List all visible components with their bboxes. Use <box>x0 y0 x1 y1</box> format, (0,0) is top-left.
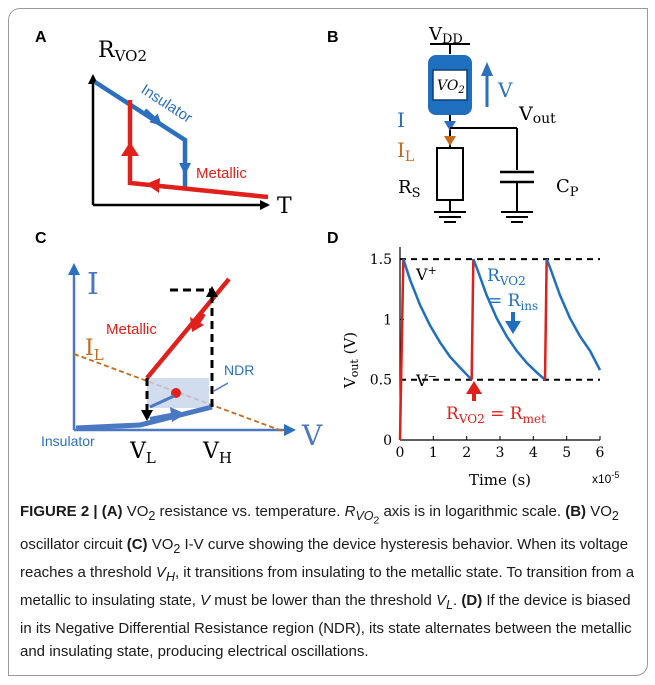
svg-text:RS: RS <box>398 177 420 201</box>
vout-jump-segment <box>543 259 548 380</box>
panel-c-letter: C <box>35 230 47 247</box>
caption-d-tag: (D) <box>461 591 483 609</box>
panel-c-metallic-label: Metallic <box>106 321 157 338</box>
current-i-arrow <box>444 121 456 131</box>
panel-b-letter: B <box>327 29 339 46</box>
panel-c-y-label: I <box>87 267 99 302</box>
caption-figure-label: FIGURE 2 | <box>20 503 102 520</box>
insulator-branch-arrow <box>170 407 186 422</box>
rs-label: R <box>398 177 412 198</box>
panel-a-insulator-arrow <box>143 108 163 127</box>
panel-a-metallic-label: Metallic <box>196 165 247 182</box>
panel-a-x-label: T <box>277 194 292 219</box>
vminus-label: V <box>415 371 428 390</box>
resistor-rs <box>436 147 464 201</box>
rins-eq-label: = R <box>488 291 522 311</box>
svg-text:VL: VL <box>129 439 156 467</box>
svg-text:IL: IL <box>397 138 414 165</box>
metallic-branch <box>145 277 231 380</box>
vout-x-tick-label: 5 <box>562 445 571 461</box>
panel-b: B VDD VO2 V I IL Vout RS CP <box>327 24 579 223</box>
vh-label: V <box>202 439 220 464</box>
vout-x-tick-label: 0 <box>396 445 405 461</box>
vout-x-tick-label: 1 <box>429 445 438 461</box>
svg-text:RVO2: RVO2 <box>98 38 147 65</box>
vout-decay-segment <box>402 258 473 381</box>
panel-a-metallic-curve <box>127 100 269 200</box>
vout-y-tick-label: 1.5 <box>370 252 392 268</box>
vout-y-tick-label: 1 <box>383 312 392 328</box>
metallic-branch-arrow <box>190 317 204 332</box>
svg-text:IL: IL <box>85 336 104 364</box>
rins-arrow <box>505 321 521 334</box>
current-il-arrow <box>444 136 456 146</box>
rmet-label: R <box>446 404 460 424</box>
panel-c: C I V IL NDR Metallic Insulator VL VH <box>35 230 323 467</box>
caption-a-tag: (A) <box>101 503 123 520</box>
vout-y-axis-label: V <box>341 376 359 389</box>
figure-caption: FIGURE 2 | (A) VO2 resistance vs. temper… <box>20 503 635 660</box>
vout-chart: 0 0.5 1 1.5 0 1 2 3 4 5 6 <box>370 247 605 461</box>
figure-frame <box>8 8 648 676</box>
panel-d: D 0 0.5 1 1.5 0 1 2 3 4 5 6 Vout (V) Time (s) x10-… <box>327 230 619 489</box>
panel-a-insulator-label: Insulator <box>138 81 196 127</box>
vdd-label: V <box>428 24 443 45</box>
svg-text:Vout (V): Vout (V) <box>341 332 361 389</box>
svg-text:V+: V+ <box>415 264 437 284</box>
vout-x-tick-label: 3 <box>496 445 505 461</box>
caption-b-tag: (B) <box>565 503 587 520</box>
voltage-label: V <box>497 78 513 102</box>
vout-label: V <box>518 103 533 125</box>
vout-jump-segment <box>470 259 475 380</box>
panel-a-letter: A <box>35 29 47 46</box>
svg-text:CP: CP <box>556 176 579 200</box>
vout-decay-segment <box>472 258 546 381</box>
svg-text:VO2: VO2 <box>437 78 465 96</box>
panel-c-x-label: V <box>301 419 323 452</box>
panel-a: A RVO2 T Insulator Metallic <box>35 29 292 219</box>
caption-c-tag: (C) <box>126 535 148 553</box>
vout-x-axis-label: Time (s) <box>469 471 531 489</box>
svg-text:Vout: Vout <box>518 103 556 127</box>
panel-d-letter: D <box>327 230 339 247</box>
svg-text:V−: V− <box>415 370 437 390</box>
x-multiplier-label: x10 <box>592 472 612 486</box>
rmet-arrow <box>466 381 482 394</box>
svg-text:VH: VH <box>202 439 232 467</box>
vl-label: V <box>129 439 147 464</box>
panel-c-insulator-label: Insulator <box>41 433 95 449</box>
ndr-label: NDR <box>224 362 254 378</box>
vplus-label: V <box>415 265 428 284</box>
vout-x-tick-label: 2 <box>462 445 471 461</box>
panel-a-y-label-sub: VO2 <box>114 47 147 65</box>
rins-label: R <box>487 266 501 286</box>
vout-jump-segment <box>398 259 405 441</box>
cp-label: C <box>556 176 570 197</box>
svg-text:= Rins: = Rins <box>488 291 538 313</box>
svg-text:x10-5: x10-5 <box>592 470 619 486</box>
panel-a-y-label: R <box>98 38 116 63</box>
panel-c-il-label: I <box>85 336 94 361</box>
current-i-label: I <box>397 108 405 132</box>
svg-text:RVO2 = Rmet: RVO2 = Rmet <box>446 404 546 426</box>
vo2-device-label: VO <box>437 78 459 94</box>
vout-decay-segment <box>545 258 602 371</box>
current-il-label: I <box>397 138 405 162</box>
vout-y-tick-label: 0 <box>383 433 392 449</box>
panel-a-metallic-left-arrow <box>146 178 160 193</box>
vout-x-tick-label: 6 <box>596 445 605 461</box>
svg-text:RVO2: RVO2 <box>487 266 526 288</box>
voltage-arrow <box>481 62 493 76</box>
vout-y-tick-label: 0.5 <box>370 373 392 389</box>
vout-x-tick-label: 4 <box>529 445 538 461</box>
insulator-branch <box>75 404 213 431</box>
